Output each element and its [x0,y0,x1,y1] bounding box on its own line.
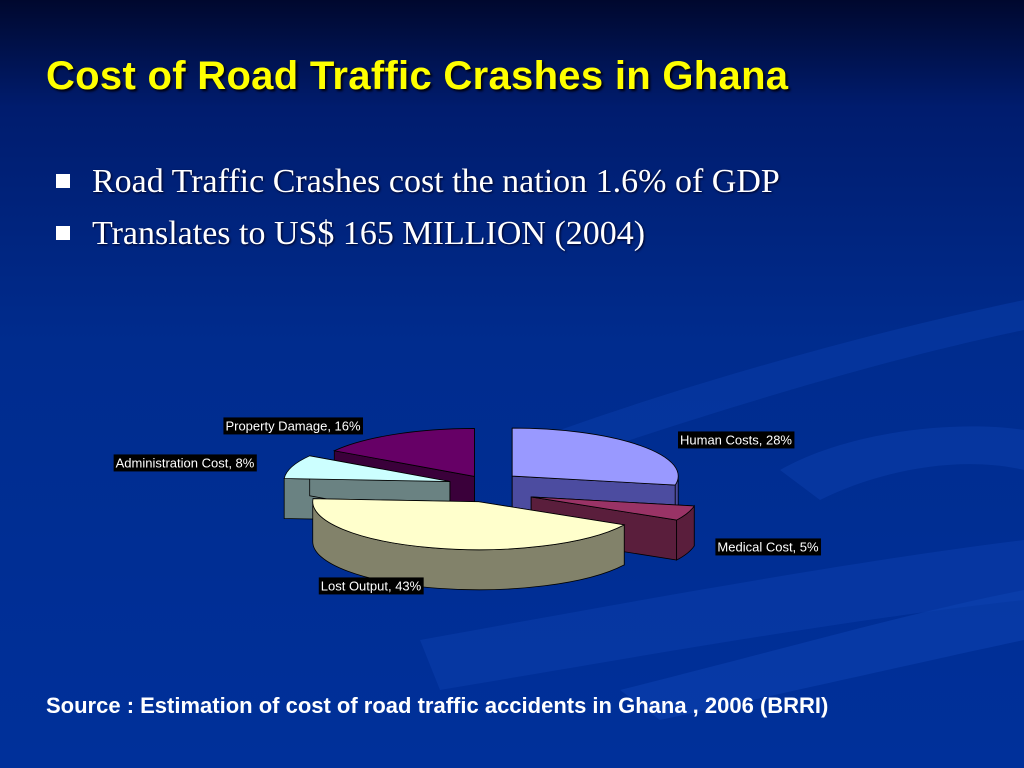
bullet-text: Road Traffic Crashes cost the nation 1.6… [92,163,780,200]
data-label-background [318,577,424,595]
bullet-list: Road Traffic Crashes cost the nation 1.6… [56,156,780,260]
data-label-lost-output: Lost Output, 43% [321,578,422,593]
bullet-text: Translates to US$ 165 MILLION (2004) [92,215,646,252]
data-label-background [678,431,795,449]
data-label-medical-cost: Medical Cost, 5% [717,539,819,554]
data-label-administration-cost: Administration Cost, 8% [116,455,255,470]
bullet-item: Road Traffic Crashes cost the nation 1.6… [56,156,780,208]
source-note: Source : Estimation of cost of road traf… [46,693,829,718]
data-label-background [715,538,822,556]
bullet-item: Translates to US$ 165 MILLION (2004) [56,208,780,260]
data-label-property-damage: Property Damage, 16% [225,418,361,433]
data-label-background [113,454,257,472]
data-label-human-costs: Human Costs, 28% [680,432,792,447]
square-bullet-icon [56,226,70,240]
pie-slice-lost-output [312,498,626,591]
data-label-background [223,417,364,435]
square-bullet-icon [56,174,70,188]
slide-title: Cost of Road Traffic Crashes in Ghana [46,54,789,98]
